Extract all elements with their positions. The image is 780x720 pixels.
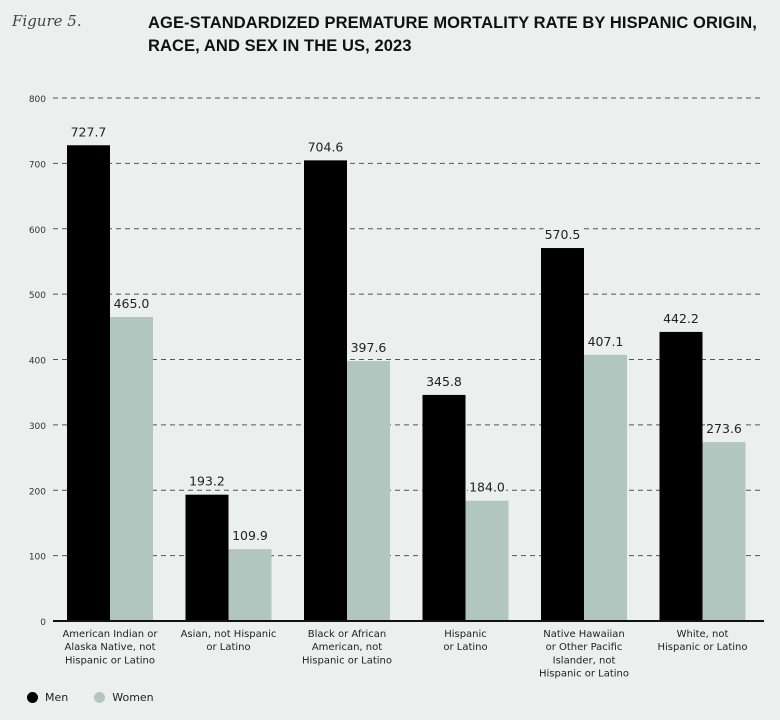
bar-women [465, 500, 509, 621]
y-tick-label: 100 [29, 553, 46, 563]
legend-label-men: Men [45, 691, 69, 704]
bar-women [584, 354, 627, 621]
y-tick-label: 800 [29, 95, 46, 105]
legend-label-women: Women [112, 691, 154, 704]
y-tick-label: 300 [29, 422, 46, 432]
data-label-bg [543, 226, 582, 243]
x-tick-label: Native Hawaiian [543, 629, 625, 640]
y-tick-label: 400 [29, 357, 46, 367]
data-label-bg [586, 332, 625, 349]
legend-swatch-men [27, 692, 38, 703]
x-tick-label: or Other Pacific [546, 642, 623, 653]
x-tick-label: Hispanic [444, 629, 487, 640]
x-tick-label: Hispanic or Latino [65, 655, 155, 666]
x-tick-label: Alaska Native, not [65, 642, 156, 653]
data-label-bg [425, 372, 463, 389]
data-label-bg [112, 295, 151, 312]
data-label: 407.1 [588, 334, 624, 349]
data-label-bg [231, 527, 269, 544]
data-label-bg [188, 472, 226, 489]
x-tick-label: White, not [677, 629, 729, 640]
data-label: 273.6 [706, 421, 742, 436]
y-tick-label: 0 [40, 618, 46, 628]
bar-men [185, 494, 229, 621]
data-label: 397.6 [351, 340, 387, 355]
bar-women [228, 549, 272, 621]
bar-women [702, 442, 746, 621]
data-label: 345.8 [426, 374, 462, 389]
legend-item-women: Women [94, 691, 154, 704]
bar-women [110, 317, 153, 621]
data-label-bg [69, 123, 108, 140]
legend: Men Women [27, 691, 154, 704]
x-tick-label: Hispanic or Latino [657, 642, 747, 653]
data-label-bg [662, 309, 700, 326]
y-tick-label: 500 [29, 291, 46, 301]
data-label: 193.2 [189, 474, 225, 489]
x-tick-label: Asian, not Hispanic [181, 629, 277, 640]
data-label: 570.5 [545, 227, 581, 242]
x-tick-label: American Indian or [62, 629, 158, 640]
bar-men [541, 248, 584, 621]
data-label-bg [349, 339, 388, 356]
bar-men [67, 145, 110, 622]
data-label-bg [306, 138, 345, 155]
data-label: 465.0 [114, 296, 150, 311]
x-tick-label: Hispanic or Latino [539, 669, 629, 680]
bar-men [304, 160, 347, 622]
data-label: 704.6 [308, 139, 344, 154]
y-tick-label: 200 [29, 487, 46, 497]
x-tick-label: Hispanic or Latino [302, 655, 392, 666]
data-label: 727.7 [71, 124, 107, 139]
data-label-bg [468, 478, 506, 495]
y-tick-label: 600 [29, 226, 46, 236]
x-tick-label: Black or African [308, 629, 387, 640]
legend-item-men: Men [27, 691, 68, 704]
x-tick-label: American, not [312, 642, 382, 653]
bar-men [659, 331, 703, 621]
chart-title: AGE-STANDARDIZED PREMATURE MORTALITY RAT… [148, 14, 757, 55]
legend-swatch-women [94, 692, 106, 703]
data-label: 109.9 [232, 528, 268, 543]
bar-men [422, 394, 466, 621]
x-tick-label: or Latino [206, 642, 250, 653]
y-tick-label: 700 [29, 160, 46, 170]
data-label: 184.0 [469, 480, 505, 495]
x-tick-label: or Latino [443, 642, 487, 653]
data-label: 442.2 [663, 311, 699, 326]
data-label-bg [705, 420, 743, 437]
x-tick-label: Islander, not [553, 655, 616, 666]
bar-women [347, 361, 390, 621]
figure-label: Figure 5. [12, 12, 82, 30]
